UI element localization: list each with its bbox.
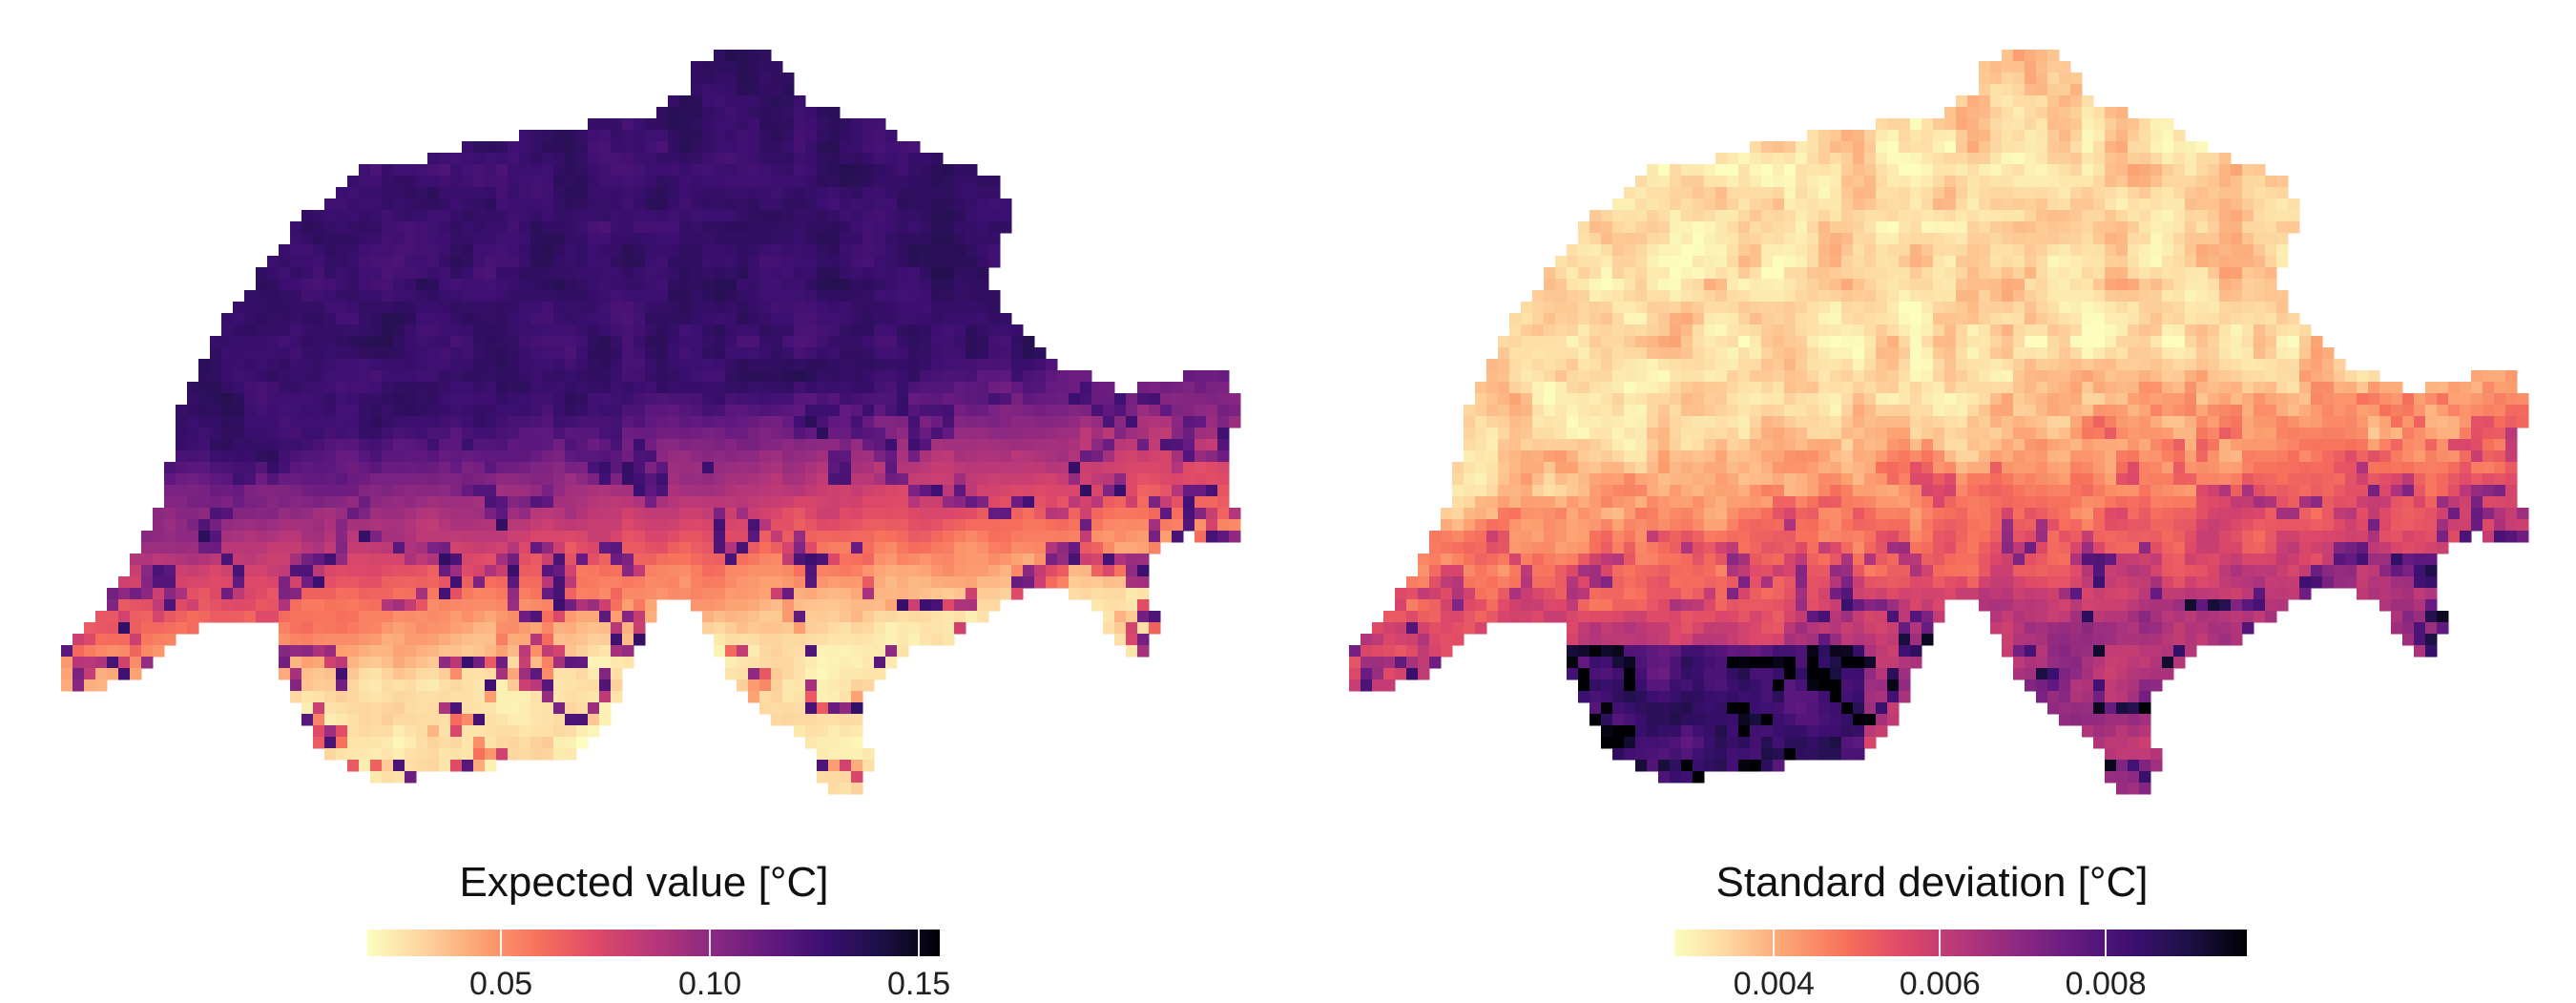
switzerland-map-standard-deviation (1349, 50, 2529, 795)
legend-title: Standard deviation [°C] (1715, 859, 2149, 906)
colorbar-tick-mark (709, 930, 712, 956)
colorbar-tick-label: 0.05 (469, 966, 533, 1002)
colorbar-tick-label: 0.10 (678, 966, 742, 1002)
panel-standard-deviation: Standard deviation [°C] 0.004 0.006 0.008 (1288, 0, 2576, 1002)
colorbar-tick-label: 0.008 (2065, 966, 2147, 1002)
panel-expected-value: Expected value [°C] 0.05 0.10 0.15 (0, 0, 1288, 1002)
colorbar-tick-mark (1939, 930, 1942, 956)
colorbar-tick-mark (918, 930, 921, 956)
colorbar (367, 930, 940, 956)
colorbar-tick-mark (2105, 930, 2108, 956)
colorbar-tick-mark (500, 930, 503, 956)
legend-expected-value: Expected value [°C] 0.05 0.10 0.15 (0, 859, 1288, 1002)
legend-standard-deviation: Standard deviation [°C] 0.004 0.006 0.008 (1288, 859, 2576, 1002)
switzerland-map-expected-value (61, 50, 1241, 795)
colorbar (1674, 930, 2247, 956)
colorbar-tick-label: 0.006 (1899, 966, 1981, 1002)
colorbar-tick-label: 0.15 (887, 966, 951, 1002)
legend-title: Expected value [°C] (459, 859, 829, 906)
colorbar-tick-label: 0.004 (1733, 966, 1815, 1002)
colorbar-tick-mark (1773, 930, 1776, 956)
